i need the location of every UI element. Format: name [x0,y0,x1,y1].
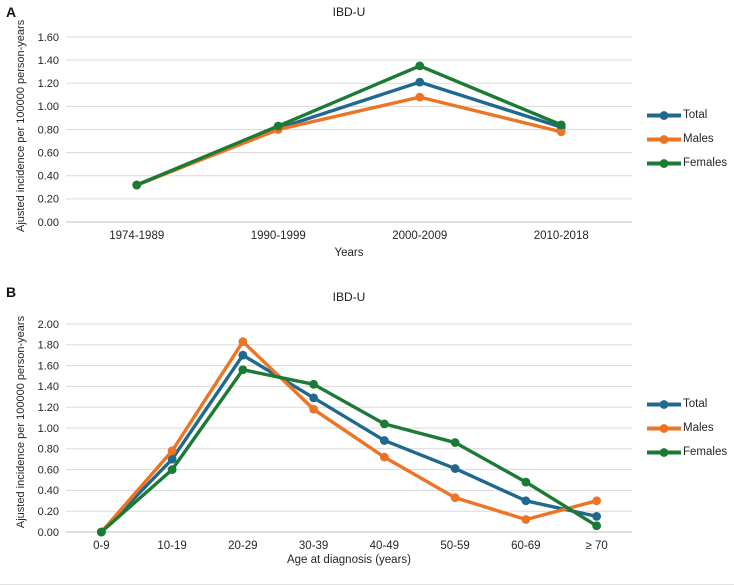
panel-a-legend: Total Males Females [647,103,733,175]
series-line-females [99,368,599,534]
y-tick-label: 1.80 [38,340,59,352]
data-point-females [309,379,319,389]
data-point-females [415,61,425,71]
y-tick-label: 0.80 [38,124,59,136]
legend-item-females: Females [647,151,733,175]
data-point-females [132,180,142,190]
legend-label-total: Total [683,109,708,121]
x-tick-label: 1990-1999 [251,230,306,242]
panel-b-x-axis-label: Age at diagnosis (years) [286,554,411,566]
y-tick-label: 0.00 [38,527,59,539]
x-tick-label: 10-19 [157,540,186,552]
panel-a-x-axis-label: Years [334,247,364,259]
series-line-males [135,95,563,187]
y-tick-label: 1.60 [38,360,59,372]
y-tick-label: 0.00 [38,217,59,229]
x-tick-label: 2000-2009 [392,230,447,242]
x-tick-label: 0-9 [93,540,110,552]
legend-label-females: Females [683,157,728,169]
panel-b-chart: 0.00 0.20 0.40 0.60 0.80 1.00 1.20 1.40 1.60 1.80… [38,319,632,552]
data-point-females [521,477,531,487]
data-point-total [167,454,177,464]
x-tick-label: 1974-1989 [109,230,164,242]
data-point-total [238,350,248,360]
y-tick-label: 1.40 [38,55,59,67]
legend-marker-females [647,158,681,168]
data-point-females [96,527,106,537]
y-tick-label: 0.20 [38,194,59,206]
x-tick-label: ≥ 70 [585,540,607,552]
legend-item-total: Total [647,392,733,416]
y-tick-label: 0.60 [38,464,59,476]
data-point-total [521,496,531,506]
data-point-females [556,120,566,130]
y-tick-label: 0.40 [38,171,59,183]
y-tick-label: 0.20 [38,506,59,518]
data-point-females [167,465,177,474]
data-point-females [273,121,283,131]
x-tick-label: 50-59 [440,540,469,552]
legend-item-females: Females [647,440,733,464]
data-point-total [379,436,389,445]
data-point-males [309,404,319,414]
panel-b-legend: Total Males Females [647,392,733,464]
data-point-total [415,77,425,87]
y-tick-label: 1.40 [38,381,59,393]
x-tick-label: 40-49 [370,540,399,552]
y-tick-label: 1.20 [38,402,59,414]
x-tick-label: 2010-2018 [534,230,589,242]
legend-label-total: Total [683,398,708,410]
data-point-males [238,337,248,347]
y-tick-label: 2.00 [38,319,59,331]
data-point-females [450,438,460,447]
series-line-total [99,353,599,534]
data-point-males [167,446,177,456]
legend-marker-total [647,110,681,120]
panel-a-chart: 0.00 0.20 0.40 0.60 0.80 1.00 1.20 1.40 1.60 1974… [38,32,632,242]
data-point-females [238,365,248,375]
legend-label-males: Males [683,133,714,145]
data-point-males [556,127,566,137]
x-tick-label: 30-39 [299,540,328,552]
y-tick-label: 1.60 [38,32,59,44]
data-point-total [450,464,460,473]
series-line-females [135,64,563,187]
legend-label-females: Females [683,446,728,458]
panel-b: B IBD-U Ajusted incidence per 100000 per… [0,278,734,585]
panel-b-letter: B [6,284,17,300]
legend-marker-total [647,399,681,409]
series-line-males [99,339,599,534]
y-tick-label: 0.40 [38,485,59,497]
data-point-females [379,419,389,429]
panel-a-letter: A [6,4,17,20]
legend-label-males: Males [683,422,714,434]
data-point-males [450,493,460,503]
legend-marker-females [647,447,681,457]
data-point-males [379,452,389,462]
panel-a: A IBD-U Ajusted incidence per 100000 per… [0,0,734,274]
data-point-total [592,512,602,521]
panel-a-title: IBD-U [332,5,366,19]
data-point-males [592,496,602,506]
legend-item-total: Total [647,103,733,127]
y-tick-label: 1.00 [38,423,59,435]
data-point-total [309,393,319,403]
legend-item-males: Males [647,416,733,440]
legend-marker-males [647,423,681,433]
data-point-males [415,92,425,102]
y-tick-label: 0.80 [38,444,59,456]
y-tick-label: 0.60 [38,147,59,159]
x-tick-label: 60-69 [511,540,540,552]
panel-b-title: IBD-U [332,290,366,304]
legend-marker-males [647,134,681,144]
legend-item-males: Males [647,127,733,151]
data-point-males [521,515,531,524]
y-tick-label: 1.20 [38,78,59,90]
data-point-females [592,521,602,531]
y-tick-label: 1.00 [38,101,59,113]
x-tick-label: 20-29 [228,540,257,552]
